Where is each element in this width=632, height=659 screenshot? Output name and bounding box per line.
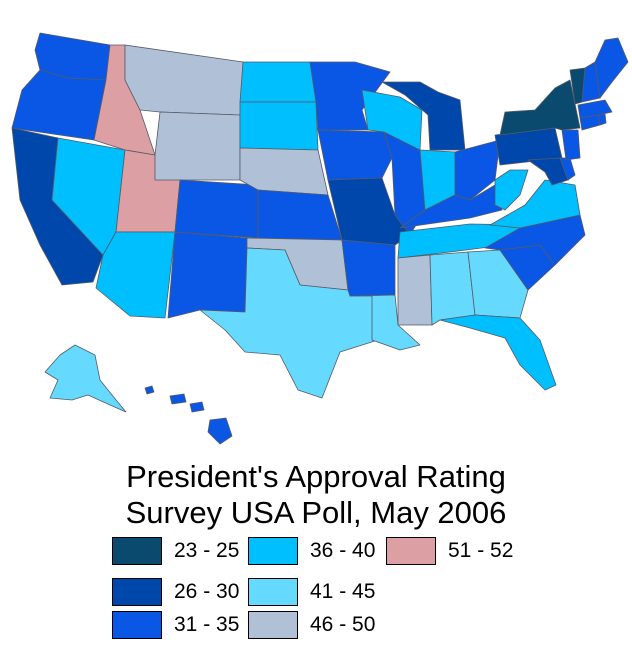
state-OR [11,69,107,141]
state-IA [317,129,393,181]
state-VA [489,179,581,229]
state-SD [239,101,319,151]
legend-label: 36 - 40 [310,539,376,562]
us-approval-map [11,32,629,445]
legend-label: 46 - 50 [310,613,376,636]
state-GA [467,249,529,319]
legend-label: 51 - 52 [448,539,514,562]
state-MA [577,99,613,119]
state-MN [309,61,391,131]
state-FL [439,314,557,391]
state-KS [257,189,343,241]
state-WY [154,111,241,181]
legend-swatch [248,578,298,606]
legend-swatch [248,537,298,565]
legend-swatch [112,537,162,565]
state-WV [494,169,529,211]
state-AR [341,239,396,297]
state-KY [399,184,503,229]
state-AK [44,344,127,413]
state-MD [527,157,569,186]
legend-label: 26 - 30 [174,580,240,603]
state-NM [167,231,248,319]
legend-label: 23 - 25 [174,539,240,562]
state-AL [429,251,476,326]
legend-swatch [386,537,436,565]
state-HI-2 [169,393,187,405]
state-NY [499,79,581,136]
legend-label: 31 - 35 [174,613,240,636]
map-title-line2: Survey USA Poll, May 2006 [125,495,507,530]
legend-label: 41 - 45 [310,580,376,603]
legend-swatch [248,611,298,639]
state-OH [454,139,501,201]
state-NJ [561,129,581,161]
legend-swatch [112,578,162,606]
legend-swatch [112,611,162,639]
state-ME [594,37,629,99]
state-MT [124,44,244,116]
state-LA [349,294,421,351]
state-HI [144,385,155,395]
state-TX [199,247,379,399]
state-MS [397,254,433,326]
state-HI-4 [207,417,233,445]
state-CO [174,179,259,239]
state-HI-3 [189,401,205,413]
state-ND [239,61,317,103]
map-title-line1: President's Approval Rating [126,459,506,494]
